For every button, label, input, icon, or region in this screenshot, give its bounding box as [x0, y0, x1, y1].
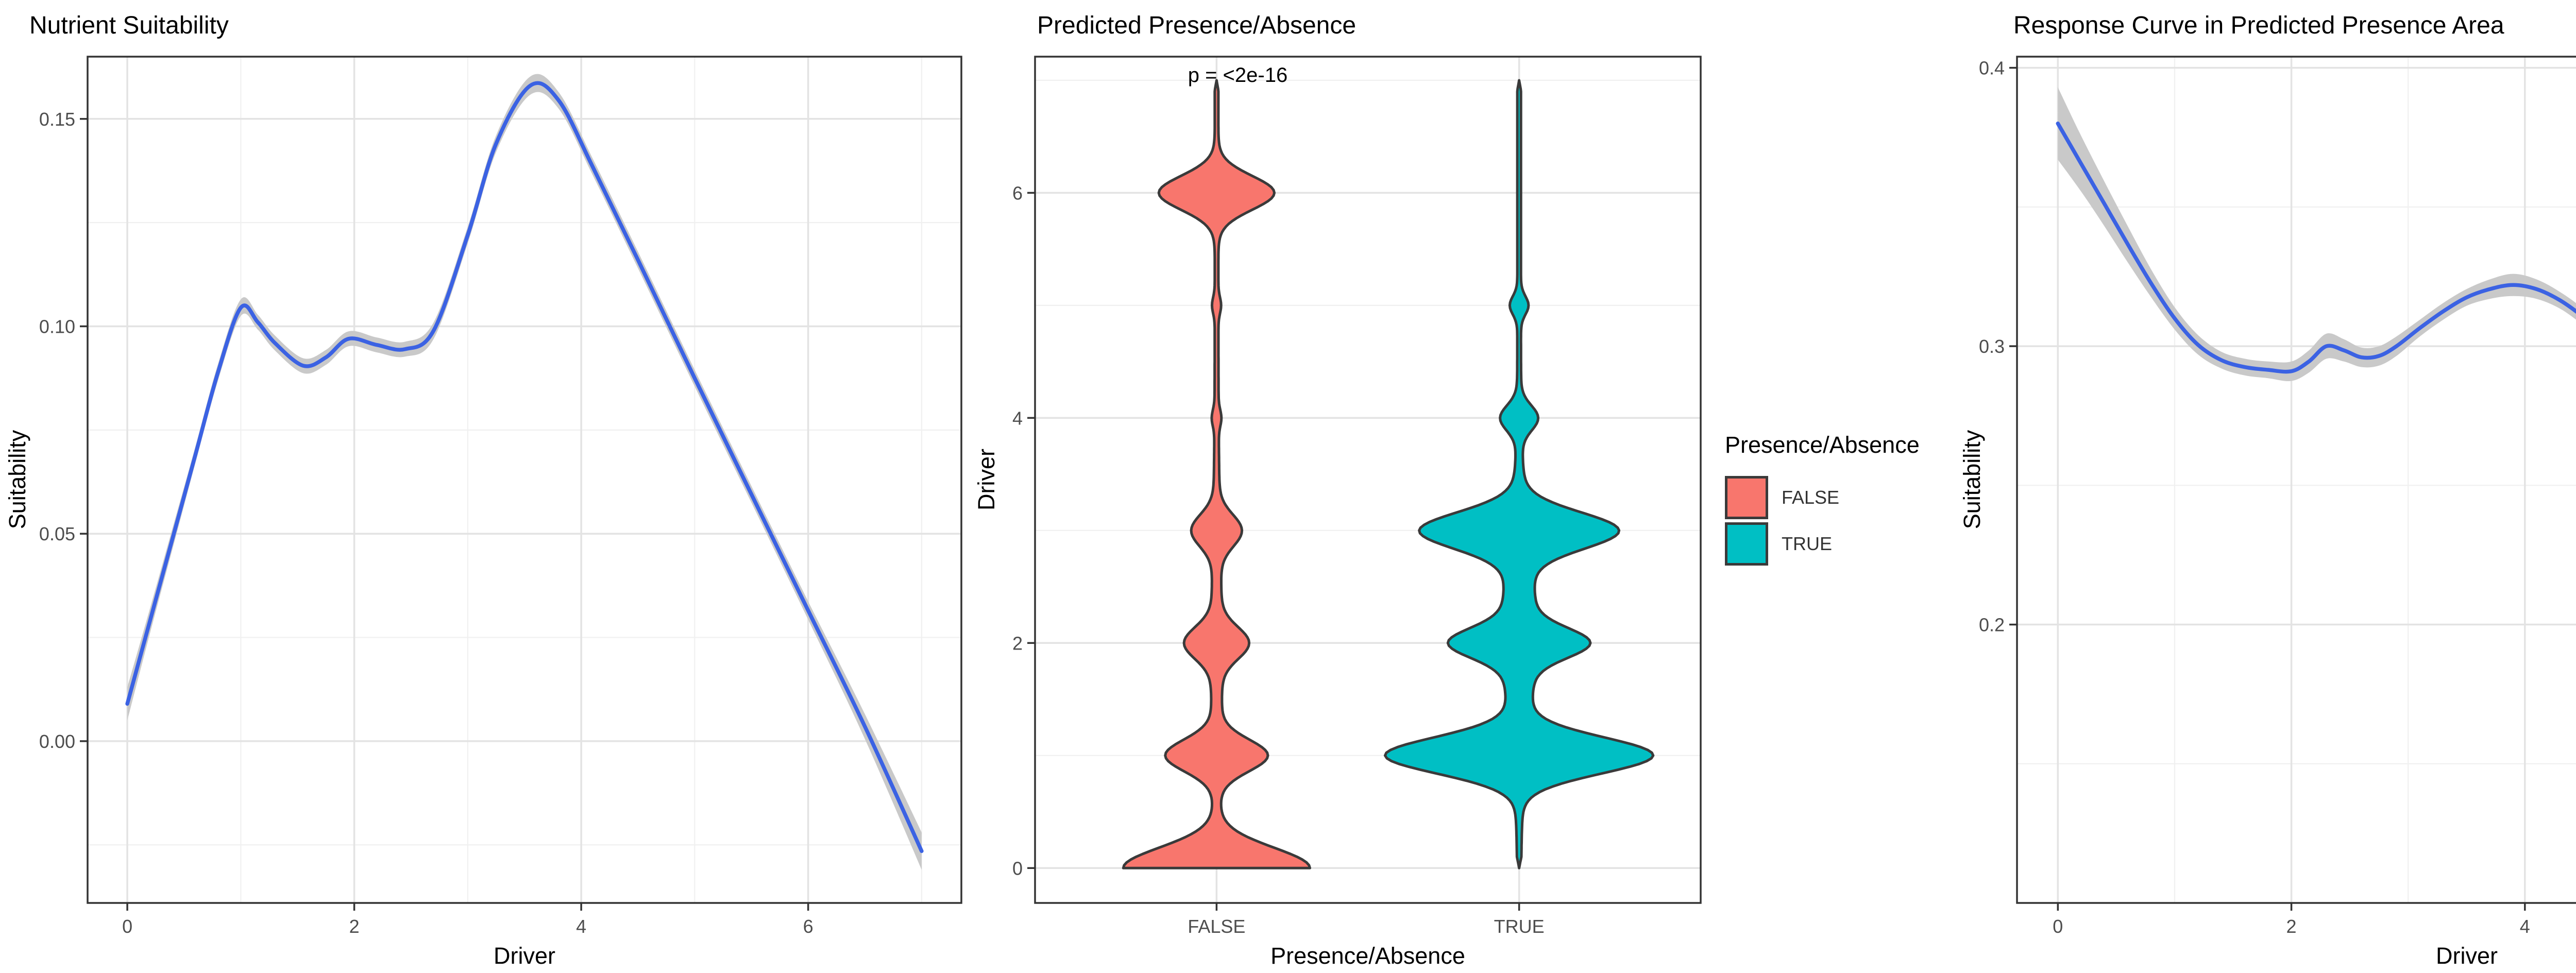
- panel-grid: [2017, 57, 2576, 903]
- legend-title: Presence/Absence: [1725, 432, 1920, 458]
- y-tick-label: 0: [1012, 858, 1023, 879]
- violin-false: [1122, 79, 1311, 869]
- x-tick-label: 2: [349, 916, 360, 937]
- plot-title-nutrient: Nutrient Suitability: [29, 12, 229, 39]
- legend: Presence/Absence FALSE TRUE: [1725, 432, 1920, 569]
- y-tick-label: 0.2: [1979, 614, 2005, 636]
- y-axis-title-driver-middle: Driver: [973, 449, 999, 510]
- x-tick-label: 4: [2520, 916, 2530, 937]
- x-tick-label: 2: [2286, 916, 2297, 937]
- response-curve: [2056, 121, 2576, 374]
- panel-background: [88, 57, 961, 903]
- y-tick-label: 4: [1012, 407, 1023, 429]
- x-tick-label: 4: [576, 916, 586, 937]
- y-axis-title-suitability-right: Suitability: [1959, 430, 1985, 530]
- y-tick-label: 0.15: [39, 109, 75, 130]
- panel-background: [1035, 57, 1701, 903]
- p-value-label: p = <2e-16: [1188, 64, 1288, 87]
- legend-item-true: TRUE: [1725, 522, 1920, 566]
- y-tick-label: 2: [1012, 633, 1023, 654]
- legend-item-false: FALSE: [1725, 476, 1920, 519]
- legend-swatch-true: [1725, 522, 1768, 566]
- panel-border: [87, 56, 962, 904]
- y-tick-label: 0.3: [1979, 336, 2005, 357]
- x-tick-label: 0: [122, 916, 132, 937]
- x-axis-title-driver-right: Driver: [2436, 943, 2498, 969]
- x-tick-label: 6: [803, 916, 814, 937]
- y-tick-label: 0.10: [39, 316, 75, 337]
- legend-label-false: FALSE: [1782, 487, 1840, 508]
- axis-ticks: 0 2 4 6 0.00 0.05 0.10 0.15: [39, 109, 814, 937]
- x-tick-label: 0: [2053, 916, 2063, 937]
- y-tick-label: 0.05: [39, 523, 75, 544]
- y-axis-title-suitability-left: Suitability: [4, 430, 30, 530]
- y-tick-label: 0.00: [39, 731, 75, 752]
- chart-1: p = <2e-16 FALSE TRUE 0 2 4 6: [1012, 56, 1702, 937]
- x-tick-label: TRUE: [1494, 916, 1545, 937]
- x-axis-title-driver-left: Driver: [494, 943, 555, 969]
- y-tick-label: 0.4: [1979, 58, 2005, 79]
- legend-label-true: TRUE: [1782, 533, 1832, 554]
- x-tick-label: FALSE: [1188, 916, 1245, 937]
- x-axis-title-presence-absence: Presence/Absence: [1270, 943, 1465, 969]
- y-tick-label: 6: [1012, 182, 1023, 203]
- plot-title-violin: Predicted Presence/Absence: [1037, 12, 1357, 39]
- panel-border: [1034, 56, 1702, 904]
- density-curve: [125, 81, 924, 853]
- chart-0: 0 2 4 6 0.00 0.05 0.10 0.15: [39, 56, 962, 937]
- panel-grid: [88, 57, 961, 903]
- plot-title-response: Response Curve in Predicted Presence Are…: [2013, 12, 2504, 39]
- axis-ticks: FALSE TRUE 0 2 4 6: [1012, 182, 1545, 937]
- panel-border: [2016, 56, 2576, 904]
- legend-swatch-false: [1725, 476, 1768, 519]
- violin-true: [1383, 79, 1655, 869]
